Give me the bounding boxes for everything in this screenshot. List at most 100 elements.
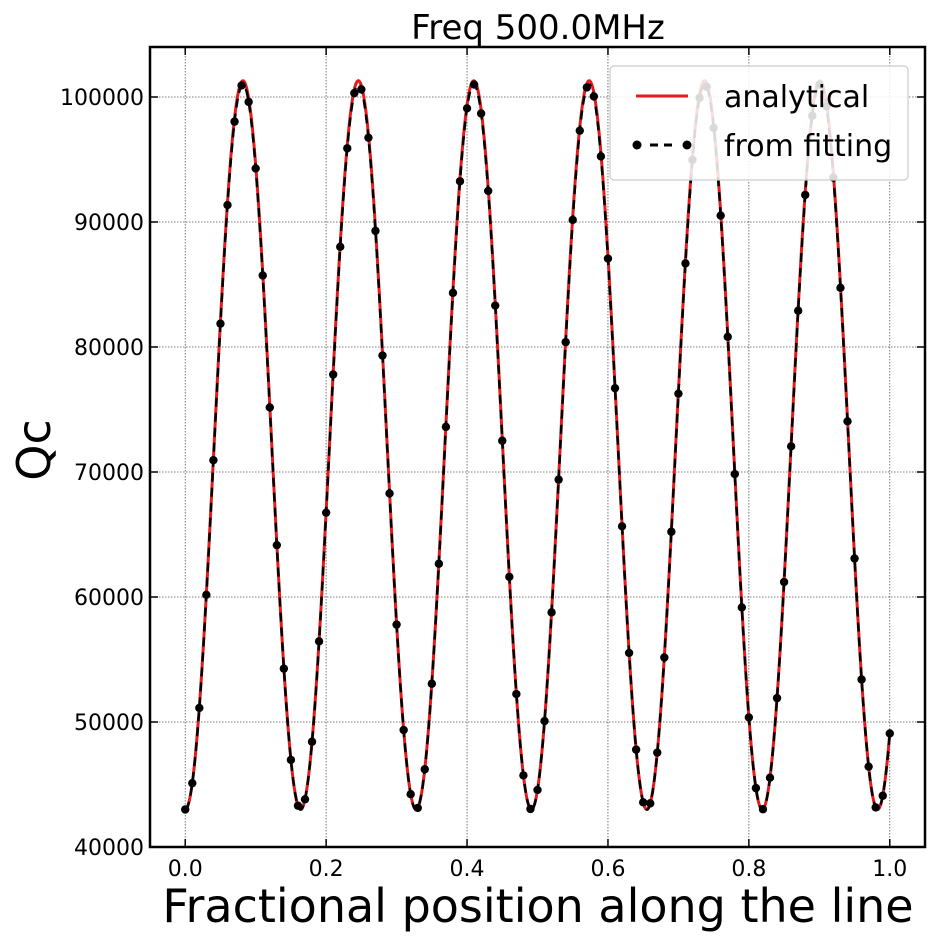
fitting-point	[223, 200, 232, 210]
fitting-point	[772, 693, 782, 703]
fitting-point	[540, 716, 549, 726]
legend-marker-fitting-2	[682, 140, 692, 150]
fitting-point	[498, 436, 507, 445]
fitting-point	[526, 804, 535, 814]
plot-frame	[148, 45, 927, 849]
fitting-point	[575, 126, 584, 135]
x-tick-label: 0.8	[731, 857, 766, 882]
fitting-point	[631, 745, 641, 754]
fitting-point	[610, 383, 620, 393]
x-tick-label: 0.6	[590, 857, 625, 882]
fitting-point	[667, 527, 676, 536]
fitting-point	[547, 608, 556, 617]
series-analytical	[184, 79, 892, 812]
fitting-point	[427, 679, 437, 688]
fitting-point	[801, 190, 810, 200]
fitting-line	[184, 83, 892, 811]
chart-title: Freq 500.0MHz	[411, 8, 665, 48]
fitting-point	[399, 725, 408, 735]
axes: 0.0 0.2 0.4 0.6 0.8 1.0 40000 50000 60000 70000 80…	[60, 45, 927, 882]
fitting-point	[589, 92, 599, 101]
series-fitting	[181, 80, 894, 814]
fitting-point	[751, 783, 761, 793]
y-tick-label: 40000	[74, 836, 144, 861]
fitting-point	[286, 755, 296, 765]
fitting-point	[462, 104, 472, 113]
fitting-point	[293, 801, 303, 810]
fitting-point	[195, 703, 204, 713]
fitting-point	[328, 370, 338, 379]
fitting-point	[533, 785, 542, 795]
fitting-point	[385, 489, 394, 498]
fitting-point	[617, 522, 627, 531]
fitting-point	[857, 675, 866, 684]
fitting-point	[230, 117, 239, 126]
fitting-point	[674, 389, 683, 398]
fitting-point	[258, 271, 267, 280]
fitting-point	[413, 803, 422, 813]
fitting-point	[448, 288, 458, 298]
fitting-point	[786, 442, 796, 451]
fitting-point	[209, 456, 218, 465]
x-tick-label: 0.2	[309, 857, 344, 882]
fitting-point	[441, 422, 451, 432]
fitting-point	[371, 226, 380, 236]
fitting-point	[653, 748, 662, 757]
legend: analytical from fitting	[609, 65, 909, 181]
fitting-point	[519, 771, 528, 780]
fitting-point	[216, 319, 225, 328]
fitting-point	[350, 88, 359, 98]
fitting-point	[307, 737, 317, 746]
fitting-point	[561, 337, 570, 347]
fitting-point	[321, 508, 331, 517]
fitting-point	[596, 152, 606, 161]
x-tick-label: 0.0	[168, 857, 203, 882]
fitting-point	[251, 164, 260, 173]
y-tick-label: 90000	[74, 211, 144, 236]
fitting-point	[237, 81, 246, 90]
fitting-point	[181, 805, 190, 814]
fitting-point	[512, 689, 521, 699]
fitting-point	[406, 790, 415, 799]
fitting-point	[723, 332, 732, 342]
fitting-point	[646, 799, 655, 808]
fitting-point	[871, 803, 880, 812]
fitting-point	[744, 713, 754, 722]
fitting-point	[864, 762, 873, 771]
fitting-point	[392, 620, 401, 629]
fitting-point	[483, 186, 493, 196]
fitting-point	[779, 577, 789, 587]
fitting-point	[469, 80, 479, 89]
fitting-point	[582, 83, 592, 92]
legend-label-analytical: analytical	[724, 80, 869, 115]
fitting-point	[660, 653, 669, 662]
fitting-point	[300, 795, 310, 804]
fitting-point	[476, 109, 486, 118]
fitting-point	[420, 765, 429, 774]
fitting-point	[716, 211, 725, 220]
y-tick-label: 70000	[74, 461, 144, 486]
fitting-point	[843, 417, 852, 426]
fitting-point	[554, 475, 563, 484]
legend-marker-fitting	[632, 140, 642, 150]
fitting-point	[730, 469, 739, 479]
fitting-point	[343, 144, 352, 153]
fitting-point	[364, 133, 373, 142]
y-tick-label: 100000	[60, 86, 144, 111]
fitting-point	[279, 664, 289, 673]
fitting-point	[638, 798, 648, 807]
fitting-point	[836, 283, 845, 293]
fitting-point	[765, 773, 775, 782]
fitting-point	[314, 637, 324, 646]
fitting-point	[491, 301, 500, 310]
fitting-point	[336, 242, 345, 252]
x-tick-label: 0.4	[450, 857, 485, 882]
fitting-point	[885, 729, 894, 738]
y-axis-label: Qc	[7, 419, 61, 481]
fitting-point	[850, 554, 859, 563]
fitting-point	[603, 254, 613, 263]
analytical-line	[184, 79, 892, 812]
fitting-point	[568, 215, 577, 225]
fitting-point	[378, 351, 387, 360]
